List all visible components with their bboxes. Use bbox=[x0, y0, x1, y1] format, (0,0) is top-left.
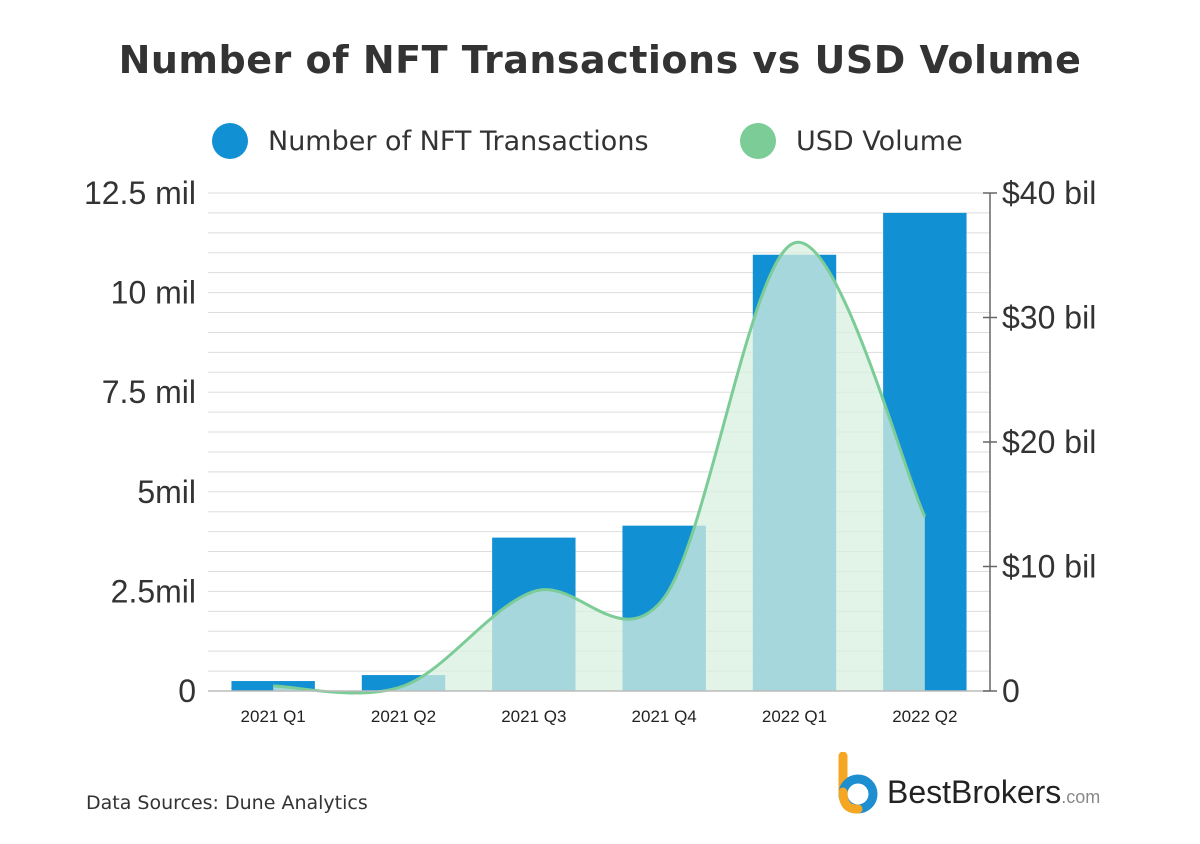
left-axis-tick-label: 7.5 mil bbox=[102, 374, 196, 410]
x-axis-tick-label: 2021 Q4 bbox=[632, 707, 697, 726]
left-axis-tick-label: 10 mil bbox=[111, 275, 196, 311]
brand-name: BestBrokers.com bbox=[887, 774, 1100, 811]
legend-swatch-usd-volume bbox=[740, 123, 776, 159]
x-axis-tick-label: 2021 Q2 bbox=[371, 707, 436, 726]
legend-swatch-transactions bbox=[212, 123, 248, 159]
left-axis-tick-label: 2.5mil bbox=[111, 573, 196, 609]
legend-item-transactions: Number of NFT Transactions bbox=[212, 116, 649, 166]
left-axis-tick-label: 12.5 mil bbox=[84, 175, 196, 211]
left-axis-tick-label: 0 bbox=[178, 673, 196, 709]
x-axis-tick-label: 2022 Q2 bbox=[892, 707, 957, 726]
legend-label-transactions: Number of NFT Transactions bbox=[268, 125, 649, 157]
legend-label-usd-volume: USD Volume bbox=[796, 125, 963, 157]
data-source-note: Data Sources: Dune Analytics bbox=[86, 792, 368, 814]
right-axis-tick-label: $10 bil bbox=[1002, 549, 1096, 585]
left-axis-tick-label: 5mil bbox=[137, 474, 196, 510]
right-axis-tick-label: $20 bil bbox=[1002, 424, 1096, 460]
x-axis-tick-label: 2022 Q1 bbox=[762, 707, 827, 726]
right-axis-tick-label: 0 bbox=[1002, 673, 1020, 709]
right-axis-tick-label: $30 bil bbox=[1002, 300, 1096, 336]
brand-tld: .com bbox=[1061, 787, 1101, 807]
brand-logo: BestBrokers.com bbox=[833, 752, 1133, 822]
legend: Number of NFT Transactions USD Volume bbox=[0, 116, 1200, 166]
chart-title: Number of NFT Transactions vs USD Volume bbox=[118, 38, 1082, 82]
right-axis-tick-label: $40 bil bbox=[1002, 175, 1096, 211]
legend-item-usd-volume: USD Volume bbox=[740, 116, 963, 166]
usd-volume-line bbox=[273, 241, 927, 695]
bestbrokers-logo-icon bbox=[838, 752, 878, 814]
x-axis-tick-label: 2021 Q1 bbox=[241, 707, 306, 726]
usd-volume-area bbox=[273, 242, 925, 694]
x-axis-tick-label: 2021 Q3 bbox=[501, 707, 566, 726]
brand-name-text: BestBrokers bbox=[887, 774, 1062, 810]
